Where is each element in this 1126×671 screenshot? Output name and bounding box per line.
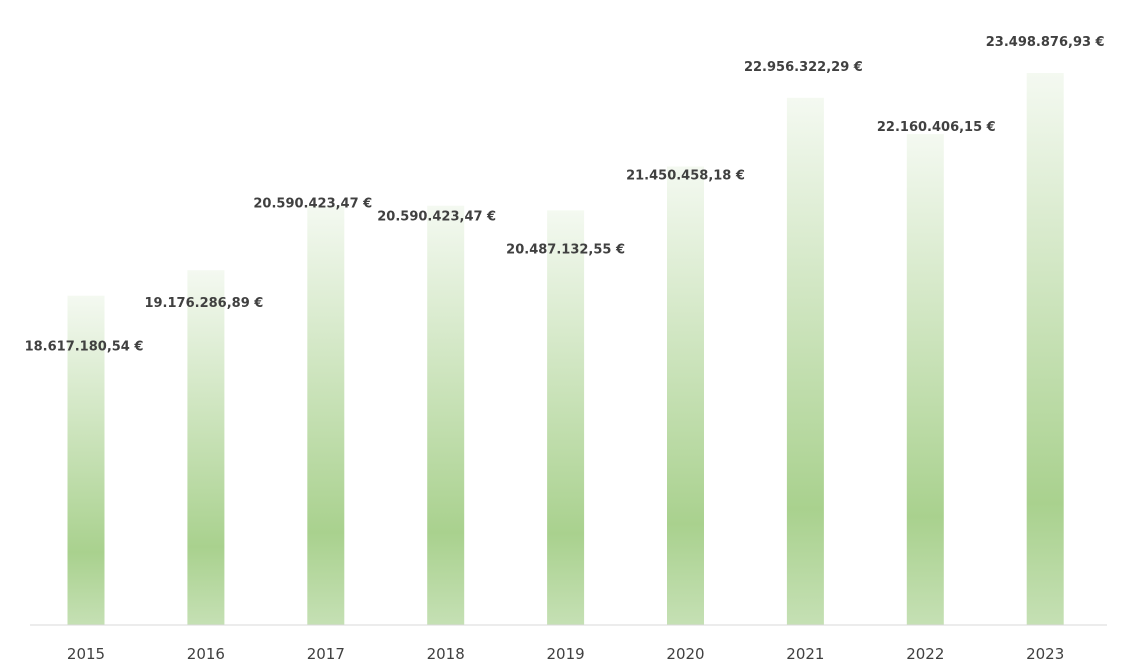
x-tick-labels-layer: 2015 2016 2017 2018 2019 2020 2021 2022 2023 (67, 645, 1064, 663)
data-label-2019: 20.487.132,55 € (506, 242, 625, 257)
bar-2016 (187, 270, 225, 625)
bar-2019 (547, 210, 585, 625)
bar-2015 (67, 295, 105, 625)
x-tick-label-2018: 2018 (427, 645, 465, 663)
data-label-2015: 18.617.180,54 € (25, 340, 144, 355)
bar-2018 (427, 205, 465, 625)
data-labels-layer: 18.617.180,54 € 19.176.286,89 € 20.590.423… (25, 35, 1105, 355)
bar-2020 (667, 166, 704, 625)
bar-2023 (1026, 73, 1064, 625)
x-tick-label-2021: 2021 (786, 645, 824, 663)
x-tick-label-2015: 2015 (67, 645, 105, 663)
x-tick-label-2022: 2022 (906, 645, 944, 663)
bars-layer (67, 73, 1064, 626)
bar-2017 (307, 205, 345, 625)
data-label-2021: 22.956.322,29 € (744, 60, 863, 75)
x-tick-label-2023: 2023 (1026, 645, 1064, 663)
data-label-2022: 22.160.406,15 € (877, 120, 996, 135)
data-label-2023: 23.498.876,93 € (986, 35, 1105, 50)
data-label-2016: 19.176.286,89 € (144, 296, 263, 311)
bar-2021 (786, 97, 824, 626)
data-label-2017: 20.590.423,47 € (253, 197, 372, 212)
x-tick-label-2020: 2020 (666, 645, 704, 663)
x-tick-label-2019: 2019 (547, 645, 585, 663)
data-label-2020: 21.450.458,18 € (626, 169, 745, 184)
x-tick-label-2016: 2016 (187, 645, 225, 663)
data-label-2018: 20.590.423,47 € (377, 210, 496, 225)
bar-2022 (906, 134, 944, 625)
x-tick-label-2017: 2017 (307, 645, 345, 663)
